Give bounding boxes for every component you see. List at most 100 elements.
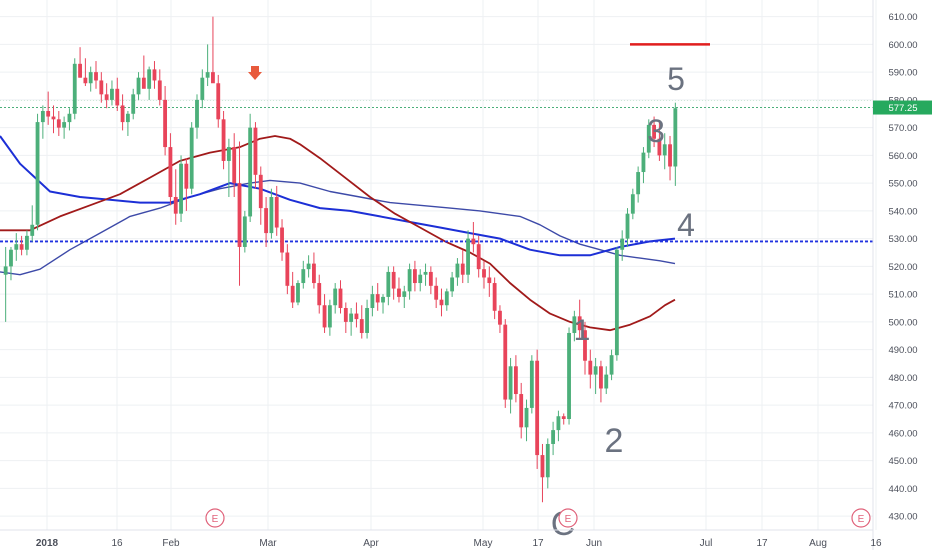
candle-body [274, 197, 279, 228]
candle-body [301, 269, 306, 284]
candle-body [62, 122, 67, 128]
y-tick-label: 520.00 [888, 262, 917, 273]
candle-body [205, 72, 210, 78]
candle-body [94, 72, 98, 81]
y-tick-label: 460.00 [888, 428, 917, 439]
candle-body [226, 147, 231, 161]
candle-body [110, 88, 114, 100]
candle-body [381, 296, 385, 303]
candle-body [567, 332, 571, 420]
candle-body [519, 394, 524, 428]
y-tick-label: 550.00 [888, 179, 917, 190]
y-tick-label: 590.00 [888, 68, 917, 79]
candle-body [152, 69, 157, 81]
price-axis: 610.00600.00590.00580.00570.00560.00550.… [872, 0, 932, 550]
candle-body [322, 305, 327, 328]
candle-body [572, 316, 577, 333]
candle-body [439, 299, 444, 306]
earnings-marker-label: E [212, 514, 219, 525]
candle-body [460, 263, 465, 275]
x-tick-label: Feb [162, 538, 180, 549]
candle-body [184, 163, 189, 189]
candle-body [25, 235, 29, 250]
candle-body [529, 360, 534, 408]
candle-body [125, 113, 130, 123]
candle-body [450, 277, 455, 292]
candle-body [583, 330, 587, 361]
candle-body [434, 285, 439, 300]
y-tick-label: 490.00 [888, 345, 917, 356]
candle-body [327, 305, 332, 328]
earnings-marker [205, 508, 225, 528]
candle-body [614, 249, 619, 356]
candle-body [588, 360, 593, 375]
candle-body [535, 360, 540, 456]
candle-body [556, 416, 561, 431]
candle-body [14, 244, 19, 250]
last-price-tag [873, 100, 932, 115]
candle-body [333, 288, 338, 306]
candle-body [30, 224, 35, 236]
annotations: 53412CEEE [205, 61, 871, 543]
candle-body [189, 127, 194, 189]
ma-line-blue [0, 135, 676, 257]
x-tick-label: 16 [870, 538, 882, 549]
wave-label: 2 [605, 422, 624, 460]
candle-body [237, 183, 242, 247]
candle-body [285, 252, 290, 286]
candle-body [428, 271, 433, 286]
y-tick-label: 480.00 [888, 373, 917, 384]
candle-body [296, 283, 300, 303]
candle-body [482, 269, 486, 278]
candle-body [3, 266, 8, 275]
candle-body [652, 124, 656, 139]
earnings-marker-label: E [565, 514, 572, 525]
candle-body [455, 263, 460, 278]
candle-body [540, 455, 545, 478]
candle-body [35, 122, 40, 225]
candle-body [141, 77, 146, 89]
candle-body [131, 94, 136, 114]
x-tick-label: 2018 [36, 538, 59, 549]
moving-averages [0, 43, 873, 332]
candle-body [40, 110, 45, 123]
y-tick-label: 540.00 [888, 206, 917, 217]
candle-body [51, 116, 56, 120]
candle-body [168, 147, 173, 198]
x-tick-label: May [474, 538, 493, 549]
y-tick-label: 470.00 [888, 401, 917, 412]
candle-body [253, 127, 258, 175]
down-arrow-marker [248, 66, 262, 80]
y-tick-label: 560.00 [888, 151, 917, 162]
ma-line-slate [0, 179, 676, 276]
candle-body [88, 72, 93, 84]
candle-body [216, 83, 221, 120]
candle-body [370, 294, 375, 309]
candle-body [657, 138, 662, 156]
candle-body [306, 263, 311, 270]
x-tick-label: Mar [259, 538, 277, 549]
candle-body [412, 269, 417, 284]
y-tick-label: 530.00 [888, 234, 917, 245]
candle-body [120, 105, 125, 123]
candle-body [290, 285, 295, 303]
candle-body [343, 308, 348, 322]
candle-body [67, 113, 72, 123]
candle-body [173, 197, 178, 214]
candle-body [545, 443, 550, 478]
earnings-marker [558, 508, 578, 528]
candle-body [354, 313, 359, 320]
wave-label: 1 [574, 314, 591, 347]
candle-body [466, 238, 470, 275]
candle-body [577, 316, 582, 331]
x-tick-label: Apr [363, 538, 379, 549]
candle-body [397, 288, 401, 297]
candle-body [636, 172, 641, 195]
candle-body [338, 288, 343, 309]
candle-body [99, 80, 104, 95]
candle-body [19, 244, 24, 250]
candle-body [232, 147, 237, 184]
candle-body [56, 119, 61, 128]
